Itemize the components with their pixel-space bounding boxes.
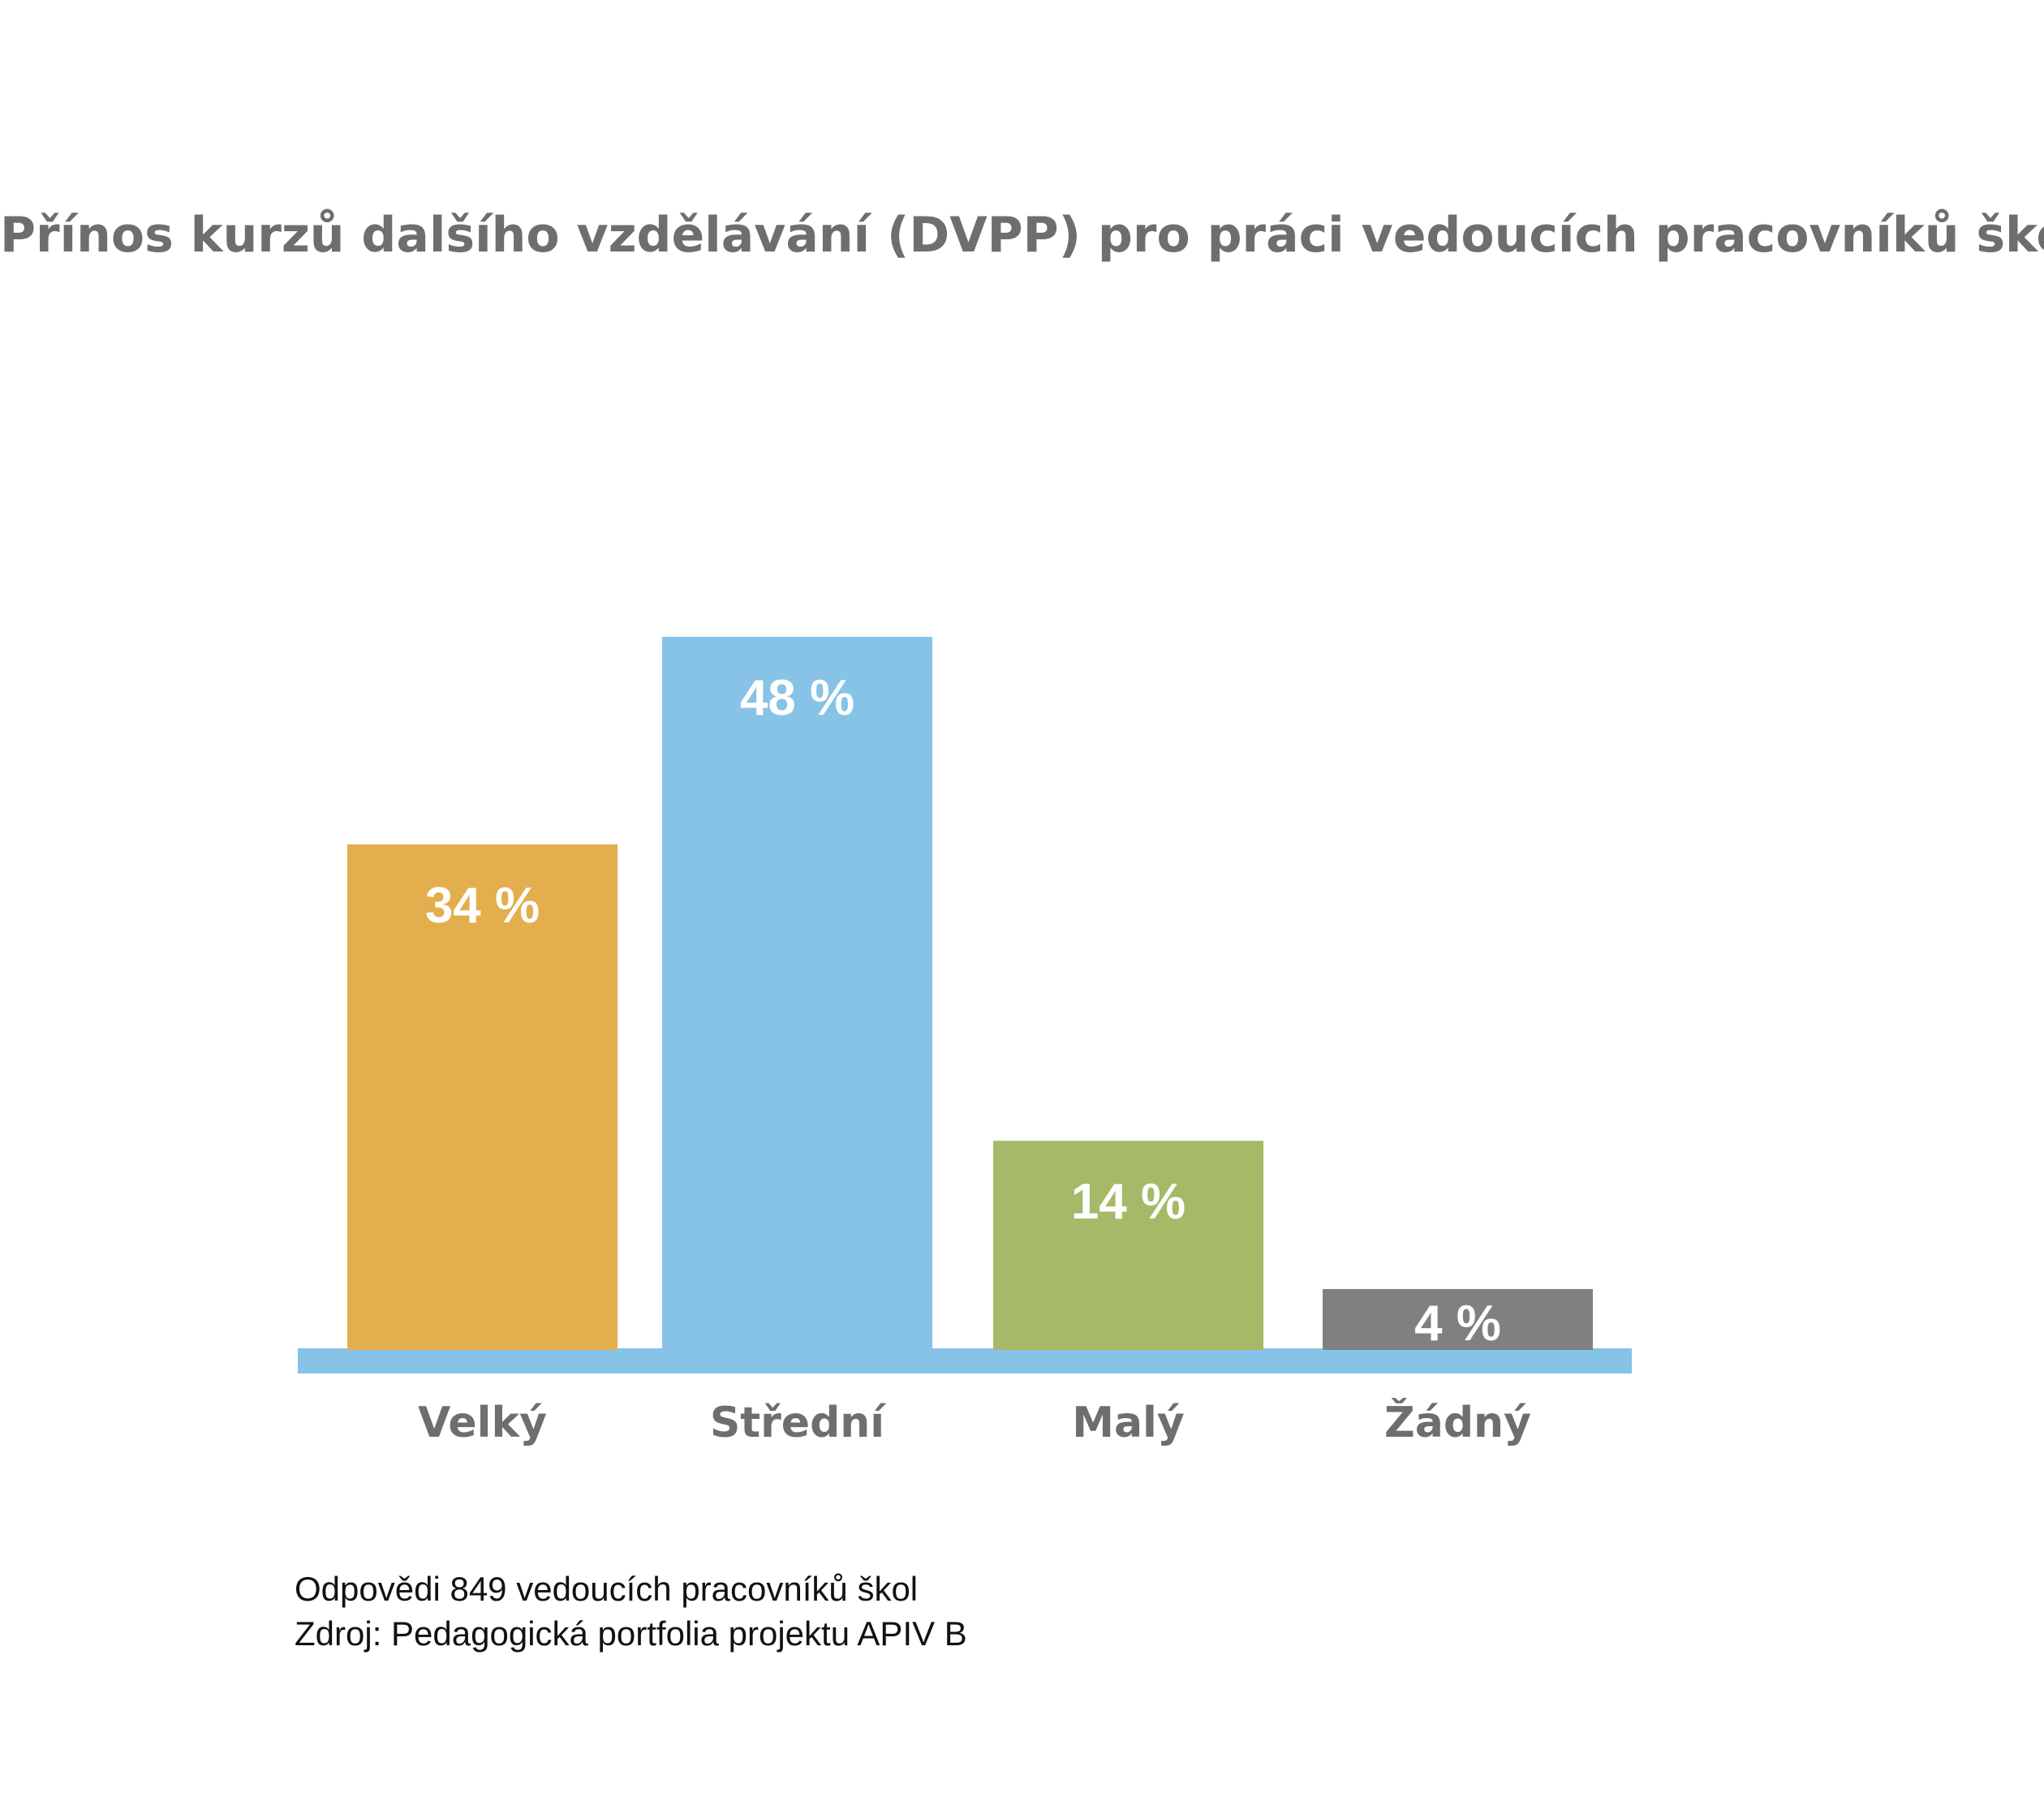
bar-value-label-3: 14 % <box>1071 1174 1186 1230</box>
bar-4 <box>1323 1288 1593 1350</box>
category-label-2: Střední <box>710 1399 887 1447</box>
x-axis-band <box>298 1348 1632 1373</box>
bar-3 <box>993 1141 1263 1350</box>
bar-value-label-4: 4 % <box>1414 1296 1501 1352</box>
source-note: Zdroj: Pedagogická portfolia projektu AP… <box>295 1614 967 1653</box>
category-label-1: Velký <box>418 1399 547 1447</box>
category-label-4: Žádný <box>1384 1398 1531 1447</box>
category-label-3: Malý <box>1072 1399 1185 1447</box>
respondents-note: Odpovědi 849 vedoucích pracovníků škol <box>295 1570 919 1608</box>
bar-value-label-1: 34 % <box>425 878 540 934</box>
bar-2 <box>662 637 932 1350</box>
bar-1 <box>347 844 618 1350</box>
chart-title: Přínos kurzů dalšího vzdělávání (DVPP) p… <box>0 207 2044 264</box>
bar-value-label-2: 48 % <box>740 670 854 726</box>
